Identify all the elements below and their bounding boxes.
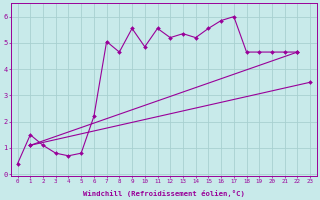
X-axis label: Windchill (Refroidissement éolien,°C): Windchill (Refroidissement éolien,°C) xyxy=(83,190,245,197)
